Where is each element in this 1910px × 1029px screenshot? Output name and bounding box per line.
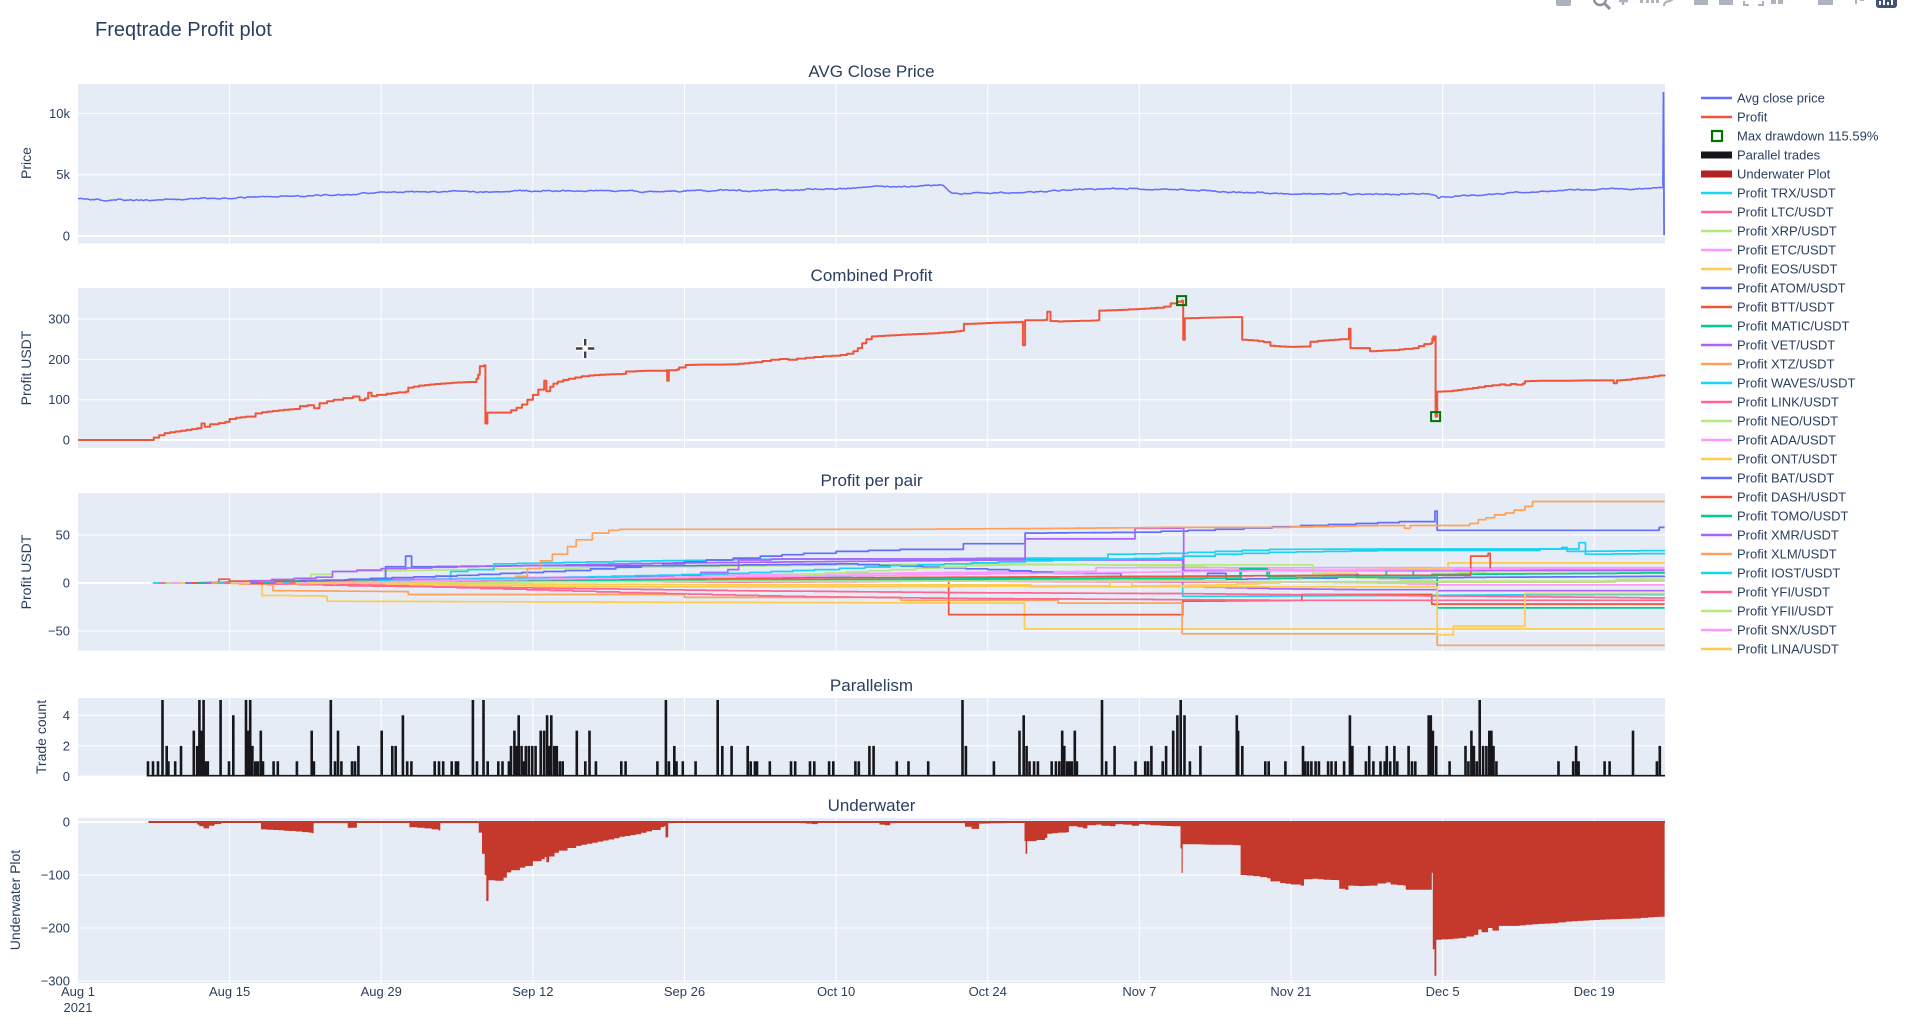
- svg-text:100: 100: [48, 392, 70, 407]
- svg-text:AVG Close Price: AVG Close Price: [808, 62, 934, 81]
- svg-text:Profit USDT: Profit USDT: [18, 534, 34, 609]
- svg-text:0: 0: [63, 229, 70, 244]
- svg-text:Avg close price: Avg close price: [1737, 91, 1825, 106]
- svg-text:Profit per pair: Profit per pair: [820, 471, 922, 490]
- svg-text:5k: 5k: [56, 167, 70, 182]
- svg-text:2: 2: [63, 738, 70, 753]
- svg-text:Profit IOST/USDT: Profit IOST/USDT: [1737, 566, 1840, 581]
- svg-text:Profit ETC/USDT: Profit ETC/USDT: [1737, 243, 1836, 258]
- svg-text:Profit ONT/USDT: Profit ONT/USDT: [1737, 452, 1837, 467]
- svg-text:Aug 1: Aug 1: [61, 984, 95, 999]
- svg-text:Oct 10: Oct 10: [817, 984, 855, 999]
- svg-text:Profit XLM/USDT: Profit XLM/USDT: [1737, 547, 1837, 562]
- svg-text:−100: −100: [41, 868, 70, 883]
- svg-text:−200: −200: [41, 921, 70, 936]
- svg-text:0: 0: [63, 769, 70, 784]
- svg-text:Profit NEO/USDT: Profit NEO/USDT: [1737, 414, 1838, 429]
- svg-text:300: 300: [48, 312, 70, 327]
- svg-text:−300: −300: [41, 974, 70, 989]
- svg-text:0: 0: [63, 433, 70, 448]
- svg-text:0: 0: [63, 815, 70, 830]
- svg-text:Profit YFII/USDT: Profit YFII/USDT: [1737, 604, 1834, 619]
- svg-text:Underwater Plot: Underwater Plot: [7, 850, 23, 950]
- svg-text:Parallelism: Parallelism: [830, 676, 913, 695]
- svg-text:Profit XTZ/USDT: Profit XTZ/USDT: [1737, 357, 1835, 372]
- svg-text:Profit USDT: Profit USDT: [18, 330, 34, 405]
- svg-text:Aug 29: Aug 29: [361, 984, 402, 999]
- svg-text:Sep 26: Sep 26: [664, 984, 705, 999]
- svg-text:Profit TRX/USDT: Profit TRX/USDT: [1737, 186, 1836, 201]
- svg-text:Underwater Plot: Underwater Plot: [1737, 167, 1831, 182]
- svg-text:Profit: Profit: [1737, 110, 1768, 125]
- svg-text:Profit XMR/USDT: Profit XMR/USDT: [1737, 528, 1839, 543]
- svg-text:Oct 24: Oct 24: [969, 984, 1007, 999]
- svg-text:Profit SNX/USDT: Profit SNX/USDT: [1737, 623, 1837, 638]
- svg-text:4: 4: [63, 708, 70, 723]
- svg-text:Combined Profit: Combined Profit: [811, 266, 933, 285]
- svg-text:Profit BTT/USDT: Profit BTT/USDT: [1737, 300, 1835, 315]
- svg-text:Profit BAT/USDT: Profit BAT/USDT: [1737, 471, 1834, 486]
- svg-text:Parallel trades: Parallel trades: [1737, 148, 1821, 163]
- svg-text:Profit ATOM/USDT: Profit ATOM/USDT: [1737, 281, 1846, 296]
- svg-text:Nov 21: Nov 21: [1270, 984, 1311, 999]
- svg-text:Profit TOMO/USDT: Profit TOMO/USDT: [1737, 509, 1849, 524]
- svg-text:Freqtrade Profit plot: Freqtrade Profit plot: [95, 19, 272, 41]
- svg-text:Aug 15: Aug 15: [209, 984, 250, 999]
- svg-text:Profit LINK/USDT: Profit LINK/USDT: [1737, 395, 1839, 410]
- svg-text:Profit EOS/USDT: Profit EOS/USDT: [1737, 262, 1837, 277]
- svg-text:Profit XRP/USDT: Profit XRP/USDT: [1737, 224, 1837, 239]
- svg-text:Profit ADA/USDT: Profit ADA/USDT: [1737, 433, 1836, 448]
- svg-text:Trade count: Trade count: [33, 700, 49, 774]
- svg-text:Dec 5: Dec 5: [1426, 984, 1460, 999]
- svg-text:50: 50: [56, 528, 70, 543]
- svg-text:Profit MATIC/USDT: Profit MATIC/USDT: [1737, 319, 1849, 334]
- svg-text:2021: 2021: [64, 1000, 93, 1015]
- svg-text:Profit DASH/USDT: Profit DASH/USDT: [1737, 490, 1846, 505]
- svg-text:Profit LINA/USDT: Profit LINA/USDT: [1737, 642, 1839, 657]
- svg-text:10k: 10k: [49, 106, 70, 121]
- svg-text:Sep 12: Sep 12: [512, 984, 553, 999]
- svg-text:Max drawdown 115.59%: Max drawdown 115.59%: [1737, 129, 1879, 144]
- svg-text:200: 200: [48, 352, 70, 367]
- svg-text:Profit VET/USDT: Profit VET/USDT: [1737, 338, 1835, 353]
- svg-text:0: 0: [63, 576, 70, 591]
- svg-text:Nov 7: Nov 7: [1122, 984, 1156, 999]
- svg-text:Profit LTC/USDT: Profit LTC/USDT: [1737, 205, 1834, 220]
- svg-text:Price: Price: [18, 147, 34, 179]
- svg-text:−50: −50: [48, 623, 70, 638]
- svg-text:Dec 19: Dec 19: [1574, 984, 1615, 999]
- svg-text:Profit WAVES/USDT: Profit WAVES/USDT: [1737, 376, 1856, 391]
- svg-text:Profit YFI/USDT: Profit YFI/USDT: [1737, 585, 1830, 600]
- svg-text:Underwater: Underwater: [828, 796, 916, 815]
